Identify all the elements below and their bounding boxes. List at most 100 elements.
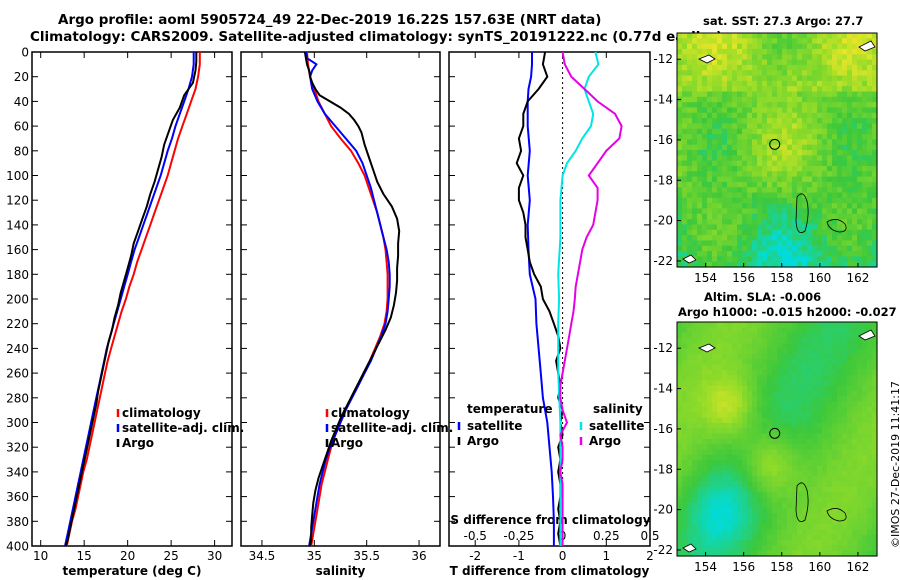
island-outline bbox=[682, 543, 697, 553]
legend-label: climatology bbox=[331, 406, 410, 420]
depth-tick-label: 120 bbox=[6, 194, 29, 208]
sla-map bbox=[677, 322, 878, 557]
map-lon-tick-label: 156 bbox=[732, 271, 755, 285]
map-lat-tick-label: -20 bbox=[653, 503, 673, 517]
island-outline bbox=[858, 329, 876, 341]
series-line-temperature-argo bbox=[515, 51, 564, 547]
map-lat-tick-label: -16 bbox=[653, 422, 673, 436]
map-lon-tick-label: 158 bbox=[770, 271, 793, 285]
depth-tick-label: 40 bbox=[14, 95, 29, 109]
series-line-satellite-adj-clim- bbox=[304, 51, 391, 547]
depth-tick-label: 100 bbox=[6, 169, 29, 183]
map-lon-tick-label: 160 bbox=[808, 271, 831, 285]
depth-tick-label: 380 bbox=[6, 515, 29, 529]
depth-tick-label: 340 bbox=[6, 465, 29, 479]
top-x-tick-label: 0.5 bbox=[640, 529, 659, 543]
x-tick-label: 36 bbox=[411, 549, 426, 563]
argo-location-marker bbox=[769, 427, 781, 439]
x-tick-label: 0 bbox=[559, 549, 567, 563]
map-sla-title-2: Argo h1000: -0.015 h2000: -0.027 bbox=[678, 305, 897, 319]
x-axis-label-top: S difference from climatology bbox=[450, 513, 650, 527]
legend-label: Argo bbox=[589, 434, 621, 448]
depth-tick-label: 200 bbox=[6, 293, 29, 307]
island-outline bbox=[698, 343, 716, 353]
legend-label: satellite bbox=[467, 419, 522, 433]
depth-tick-label: 300 bbox=[6, 416, 29, 430]
depth-tick-label: 260 bbox=[6, 367, 29, 381]
legend-title: salinity bbox=[593, 402, 643, 416]
legend-label: satellite bbox=[589, 419, 644, 433]
depth-tick-label: 140 bbox=[6, 218, 29, 232]
legend-label: satellite-adj. clim. bbox=[331, 421, 453, 435]
map-lon-tick-label: 162 bbox=[846, 560, 869, 574]
legend-label: satellite-adj. clim. bbox=[122, 421, 244, 435]
map-frame bbox=[676, 32, 878, 268]
series-line-argo bbox=[303, 51, 401, 547]
plot-frame-salinity bbox=[240, 51, 441, 547]
map-lat-tick-label: -18 bbox=[653, 173, 673, 187]
argo-location-marker bbox=[769, 138, 781, 150]
series-line-salinity-argo bbox=[559, 51, 623, 546]
x-tick-label: 35 bbox=[307, 549, 322, 563]
series-line-satellite-adj-clim- bbox=[64, 52, 195, 547]
series-line-temperature-satellite bbox=[526, 52, 555, 546]
map-lat-tick-label: -16 bbox=[653, 133, 673, 147]
plot-frame-temperature bbox=[31, 51, 233, 547]
depth-tick-label: 360 bbox=[6, 490, 29, 504]
series-line-climatology bbox=[306, 51, 389, 547]
x-tick-label: 30 bbox=[207, 549, 222, 563]
depth-tick-label: 240 bbox=[6, 342, 29, 356]
map-lon-tick-label: 162 bbox=[846, 271, 869, 285]
series-line-salinity-satellite bbox=[557, 51, 600, 546]
map-lat-tick-label: -22 bbox=[653, 254, 673, 268]
plot-frame-difference bbox=[448, 51, 651, 547]
x-axis-label: T difference from climatology bbox=[450, 564, 650, 578]
x-tick-label: 1 bbox=[602, 549, 610, 563]
map-lat-tick-label: -20 bbox=[653, 214, 673, 228]
map-lat-tick-label: -14 bbox=[653, 93, 673, 107]
map-lat-tick-label: -12 bbox=[653, 52, 673, 66]
legend-label: Argo bbox=[122, 436, 154, 450]
x-tick-label: 35.5 bbox=[353, 549, 380, 563]
map-lat-tick-label: -14 bbox=[653, 382, 673, 396]
map-lat-tick-label: -12 bbox=[653, 341, 673, 355]
imos-credit: ©IMOS 27-Dec-2019 11:41:17 bbox=[889, 381, 900, 548]
map-lon-tick-label: 158 bbox=[770, 560, 793, 574]
legend-label: climatology bbox=[122, 406, 201, 420]
x-axis-label: temperature (deg C) bbox=[63, 564, 202, 578]
depth-tick-label: 80 bbox=[14, 144, 29, 158]
map-frame bbox=[676, 321, 878, 557]
legend-title: temperature bbox=[467, 402, 552, 416]
island-outline bbox=[698, 54, 716, 64]
depth-tick-label: 280 bbox=[6, 391, 29, 405]
depth-tick-label: 20 bbox=[14, 70, 29, 84]
x-tick-label: 34.5 bbox=[249, 549, 276, 563]
top-x-tick-label: -0.25 bbox=[503, 529, 534, 543]
x-tick-label: 15 bbox=[77, 549, 92, 563]
x-axis-label: salinity bbox=[316, 564, 366, 578]
legend-label: Argo bbox=[467, 434, 499, 448]
map-lon-tick-label: 154 bbox=[694, 271, 717, 285]
top-x-tick-label: -0.5 bbox=[464, 529, 487, 543]
reef-outline bbox=[826, 508, 847, 522]
island-outline bbox=[858, 40, 876, 52]
map-lon-tick-label: 156 bbox=[732, 560, 755, 574]
island-outline bbox=[682, 254, 697, 264]
map-sst-title: sat. SST: 27.3 Argo: 27.7 bbox=[703, 14, 864, 28]
reef-outline bbox=[826, 219, 847, 233]
x-tick-label: 25 bbox=[163, 549, 178, 563]
legend-label: Argo bbox=[331, 436, 363, 450]
depth-tick-label: 400 bbox=[6, 540, 29, 554]
map-sla-title-1: Altim. SLA: -0.006 bbox=[704, 290, 822, 304]
sst-map bbox=[677, 33, 878, 268]
map-lon-tick-label: 154 bbox=[694, 560, 717, 574]
x-tick-label: -1 bbox=[513, 549, 525, 563]
series-line-argo bbox=[64, 52, 198, 547]
depth-tick-label: 160 bbox=[6, 243, 29, 257]
depth-tick-label: 320 bbox=[6, 441, 29, 455]
map-lat-tick-label: -22 bbox=[653, 543, 673, 557]
figure-title-line-1: Argo profile: aoml 5905724_49 22-Dec-201… bbox=[58, 12, 602, 28]
map-lat-tick-label: -18 bbox=[653, 462, 673, 476]
